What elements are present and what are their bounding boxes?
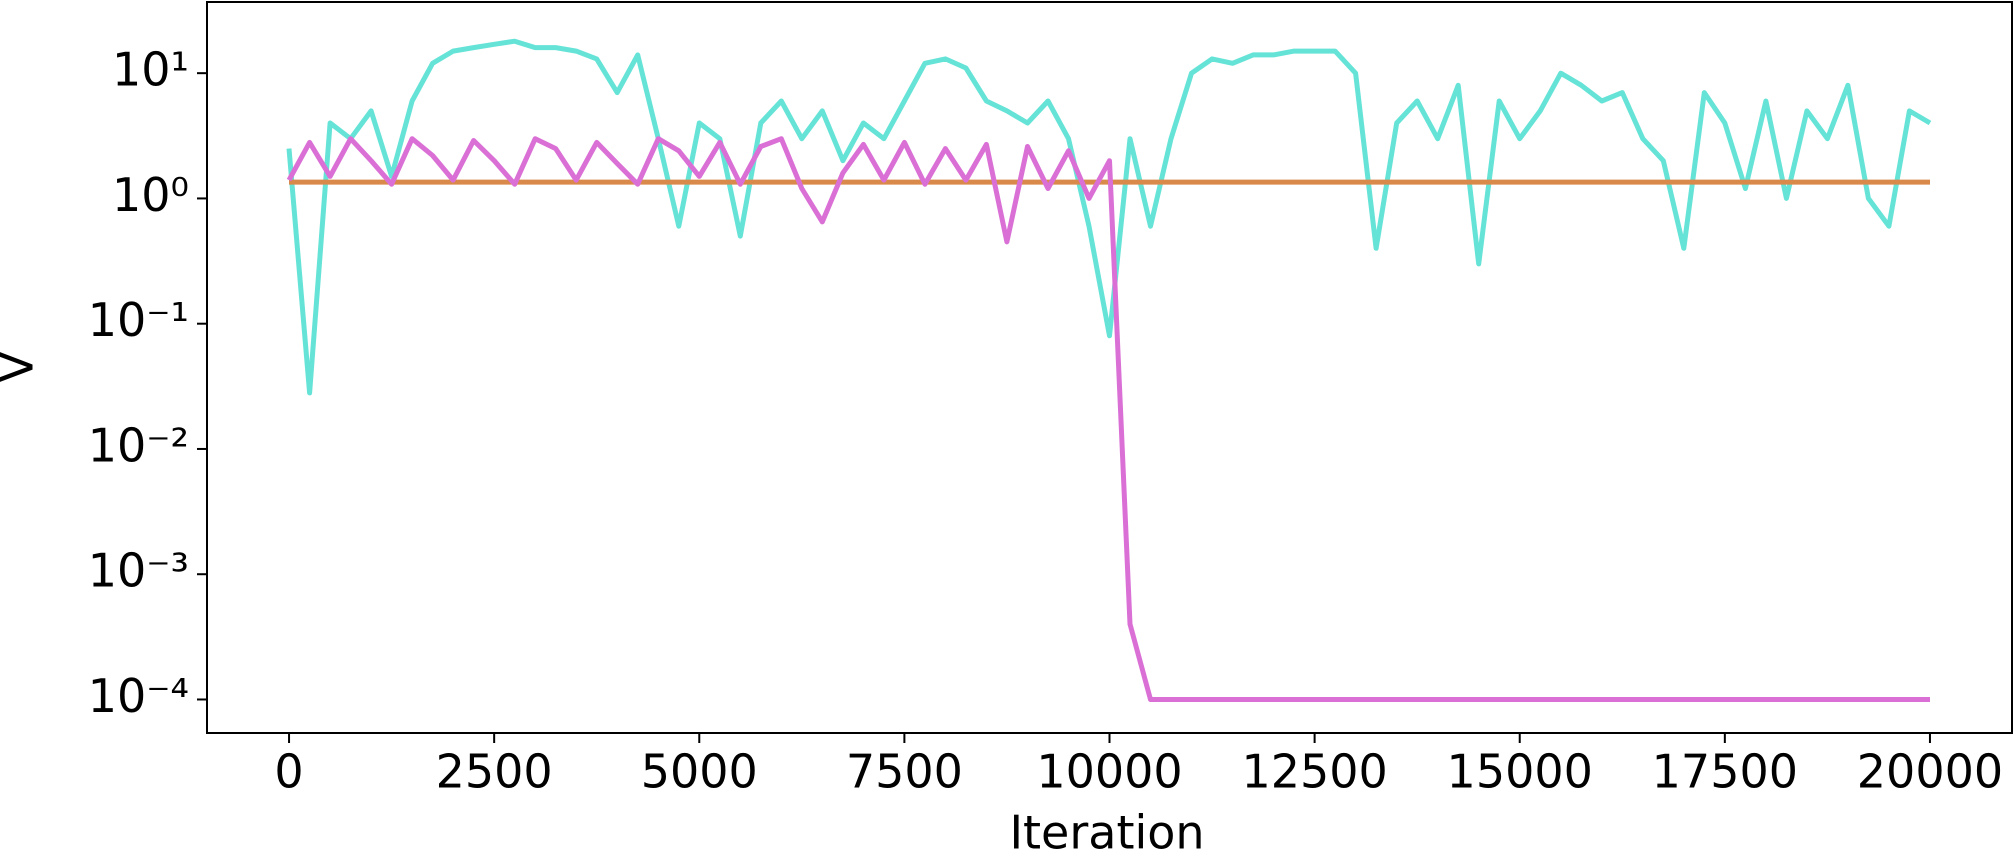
series-line	[286, 136, 1930, 702]
y-tick-label: 10⁻³	[88, 544, 189, 598]
x-tick-label: 10000	[1036, 745, 1182, 799]
x-tick-label: 12500	[1241, 745, 1387, 799]
x-axis-label: Iteration	[1009, 806, 1204, 858]
x-tick-label: 17500	[1652, 745, 1798, 799]
series-line	[286, 38, 1932, 396]
y-tick-label: 10⁻²	[88, 418, 189, 472]
x-tick-label: 15000	[1447, 745, 1593, 799]
y-tick-label: 10¹	[112, 43, 189, 97]
y-tick-label: 10⁻⁴	[88, 669, 189, 723]
x-tick-label: 20000	[1857, 745, 2003, 799]
x-tick-label: 7500	[846, 745, 963, 799]
x-tick-label: 5000	[641, 745, 758, 799]
y-tick-label: 10⁰	[112, 168, 189, 222]
plot-frame	[206, 1, 2013, 734]
x-tick-label: 2500	[436, 745, 553, 799]
y-tick-label: 10⁻¹	[88, 293, 189, 347]
x-tick-label: 0	[274, 745, 303, 799]
y-axis-label: V	[0, 351, 44, 383]
